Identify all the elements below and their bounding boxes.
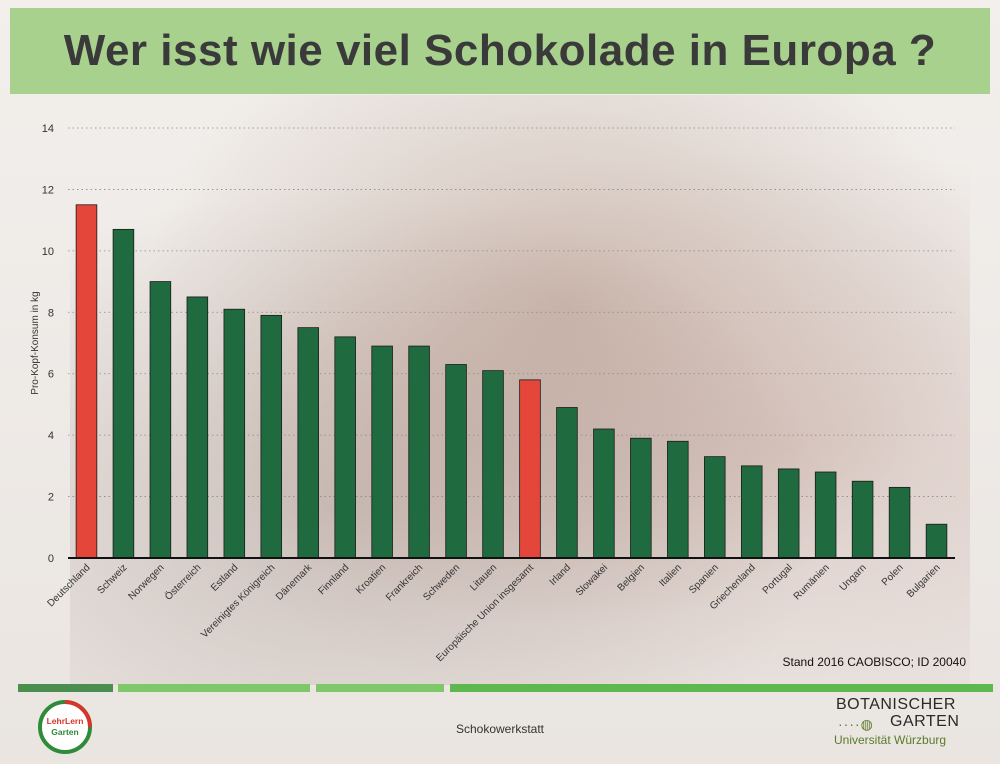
y-tick-label: 12 [42,184,54,196]
bar [149,281,172,559]
x-tick-label: Bulgarien [905,562,943,600]
x-tick-label: Dänemark [274,562,315,603]
stripe-segment-4 [450,684,993,692]
bar [777,468,800,559]
x-tick-label: Kroatien [354,562,388,596]
bar [667,440,689,559]
stripe-segment-3 [316,684,444,692]
x-tick-label: Deutschland [46,562,93,609]
y-tick-label: 4 [48,430,54,442]
bar [75,204,98,559]
y-tick-label: 14 [42,123,54,135]
x-tick-label: Portugal [761,562,795,596]
bar [814,471,837,559]
x-tick-label: Schweden [421,562,462,603]
bar [445,364,467,559]
bar [408,345,430,559]
stripe-segment-2 [118,684,310,692]
bar [223,308,246,559]
source-note: Stand 2016 CAOBISCO; ID 20040 [782,655,966,669]
title-band: Wer isst wie viel Schokolade in Europa ? [10,8,990,94]
bar [740,465,763,559]
logo-left-line2: Garten [51,727,78,737]
bar [297,327,319,559]
bar [888,486,911,559]
x-tick-label: Spanien [687,562,721,596]
bar [482,370,504,559]
y-tick-label: 0 [48,553,54,565]
bar [556,407,578,559]
y-tick-label: 10 [42,246,54,258]
bar [925,523,948,559]
bar [851,480,874,559]
stripe-segment-1 [18,684,113,692]
logo-left-line1: LehrLern [47,716,84,726]
x-tick-label: Polen [880,562,906,588]
y-tick-label: 6 [48,369,54,381]
footer-stripe [18,684,993,692]
x-tick-label: Irland [548,562,573,587]
bar [260,314,283,559]
logo-right-line2: GARTEN [890,713,960,730]
footer-label: Schokowerkstatt [455,722,545,736]
x-tick-label: Litauen [468,562,499,593]
leaf-icon: ····◍ [838,716,874,732]
x-tick-label: Frankreich [384,562,425,603]
lehrlern-garten-logo: LehrLern Garten [38,700,92,754]
x-tick-label: Belgien [616,562,647,593]
x-tick-label: Norwegen [126,562,166,602]
x-tick-label: Schweiz [95,562,129,596]
x-tick-label: Slowakei [574,562,610,598]
bar [519,379,541,559]
y-tick-label: 8 [48,307,54,319]
bar [630,437,652,559]
x-tick-label: Rumänien [792,562,832,602]
bar [334,336,356,559]
y-tick-label: 2 [48,492,54,504]
logo-right-line1: BOTANISCHER [836,696,956,713]
x-tick-label: Italien [657,562,684,589]
x-tick-label: Ungarn [838,562,869,593]
botanischer-garten-logo: BOTANISCHER ····◍ GARTEN Universität Wür… [830,696,980,752]
bar [186,296,209,559]
x-tick-label: Österreich [162,562,203,603]
x-tick-label: Estland [209,562,240,593]
y-axis-label: Pro-Kopf-Konsum in kg [30,291,41,394]
bar [112,228,135,559]
bar [371,345,393,559]
bar [704,456,726,559]
bar [593,428,615,559]
chart-title: Wer isst wie viel Schokolade in Europa ? [63,26,937,75]
x-tick-label: Finnland [316,562,351,597]
logo-right-line3: Universität Würzburg [834,733,947,747]
x-tick-label: Vereinigtes Königreich [199,562,277,640]
